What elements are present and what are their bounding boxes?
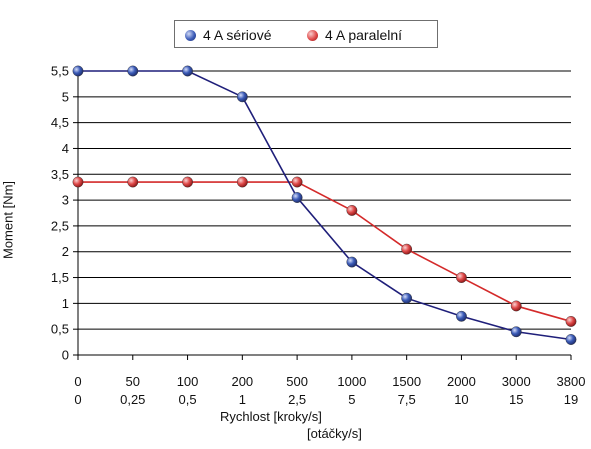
x-tick-label: 3800 [557,374,586,389]
x-tick-label-secondary: 15 [509,392,523,407]
data-point-series-1 [291,192,303,203]
x-tick-label: 100 [177,374,199,389]
x-axis-title-secondary: [otáčky/s] [307,426,362,441]
series-line-1 [78,70,572,341]
x-tick-label-secondary: 0,5 [179,392,197,407]
y-axis-title-text: Moment [Nm] [0,180,16,260]
data-point-series-2 [565,316,577,327]
data-point-series-1 [236,91,248,103]
x-axis-title: Rychlost [kroky/s] [220,409,322,424]
y-tick-label: 4,5 [51,115,69,130]
series-group [72,65,577,345]
y-tick-label: 5 [62,89,69,104]
y-tick-labels: 0 0,5 1 1,5 2 2,5 3 3,5 4 4,5 5 5,5 [51,64,69,363]
series-line-2 [78,181,572,323]
y-tick-label: 5,5 [51,64,69,79]
data-point-series-1 [510,326,522,338]
x-tick-labels: 00500,251000,520015002,51000515007,52000… [74,374,585,407]
data-point-series-1 [346,256,358,268]
x-tick-label-secondary: 2,5 [288,392,306,407]
data-point-series-1 [182,65,193,77]
y-tick-label: 0,5 [51,322,69,337]
grid-lines [78,70,571,356]
data-point-series-1 [565,334,577,345]
axes [73,70,572,360]
x-tick-label: 1500 [392,374,421,389]
legend-label-series-1: 4 A sériové [203,27,272,43]
x-tick-label-secondary: 0,25 [120,392,145,407]
data-point-series-2 [346,205,358,216]
x-tick-label-secondary: 7,5 [398,392,416,407]
x-tick-label-secondary: 1 [239,392,246,407]
data-point-series-2 [127,176,139,188]
data-point-series-2 [456,272,467,283]
x-tick-label: 50 [126,374,140,389]
legend: 4 A sériové 4 A paralelní [174,20,438,48]
y-tick-label: 3,5 [51,167,69,182]
data-point-series-2 [182,176,193,188]
y-tick-label: 1,5 [51,270,69,285]
x-tick-label-secondary: 10 [454,392,468,407]
y-tick-label: 3 [62,193,69,208]
y-tick-label: 2,5 [51,218,69,233]
legend-item-series-2: 4 A paralelní [307,26,402,44]
data-point-series-1 [127,65,139,77]
x-tick-label-secondary: 19 [564,392,578,407]
data-point-series-2 [291,176,303,188]
x-tick-label: 200 [231,374,253,389]
data-point-series-1 [456,310,467,322]
y-tick-label: 1 [62,296,69,311]
legend-marker-series-2 [307,29,318,41]
x-tick-label: 1000 [337,374,366,389]
data-point-series-2 [401,243,413,255]
legend-label-series-2: 4 A paralelní [325,27,403,43]
data-point-series-2 [72,176,84,188]
y-tick-label: 2 [62,244,69,259]
x-tick-label-secondary: 5 [348,392,355,407]
y-tick-label: 4 [62,141,69,156]
x-tick-label: 500 [286,374,308,389]
x-tick-label: 3000 [502,374,531,389]
y-tick-label: 0 [62,348,69,363]
data-point-series-2 [510,300,522,312]
x-tick-label-secondary: 0 [74,392,81,407]
data-point-series-2 [236,176,248,188]
data-point-series-1 [401,292,413,304]
legend-marker-series-1 [185,29,196,41]
x-tick-label: 0 [74,374,81,389]
legend-item-series-1: 4 A sériové [185,26,272,44]
x-tick-label: 2000 [447,374,476,389]
data-point-series-1 [72,65,84,77]
